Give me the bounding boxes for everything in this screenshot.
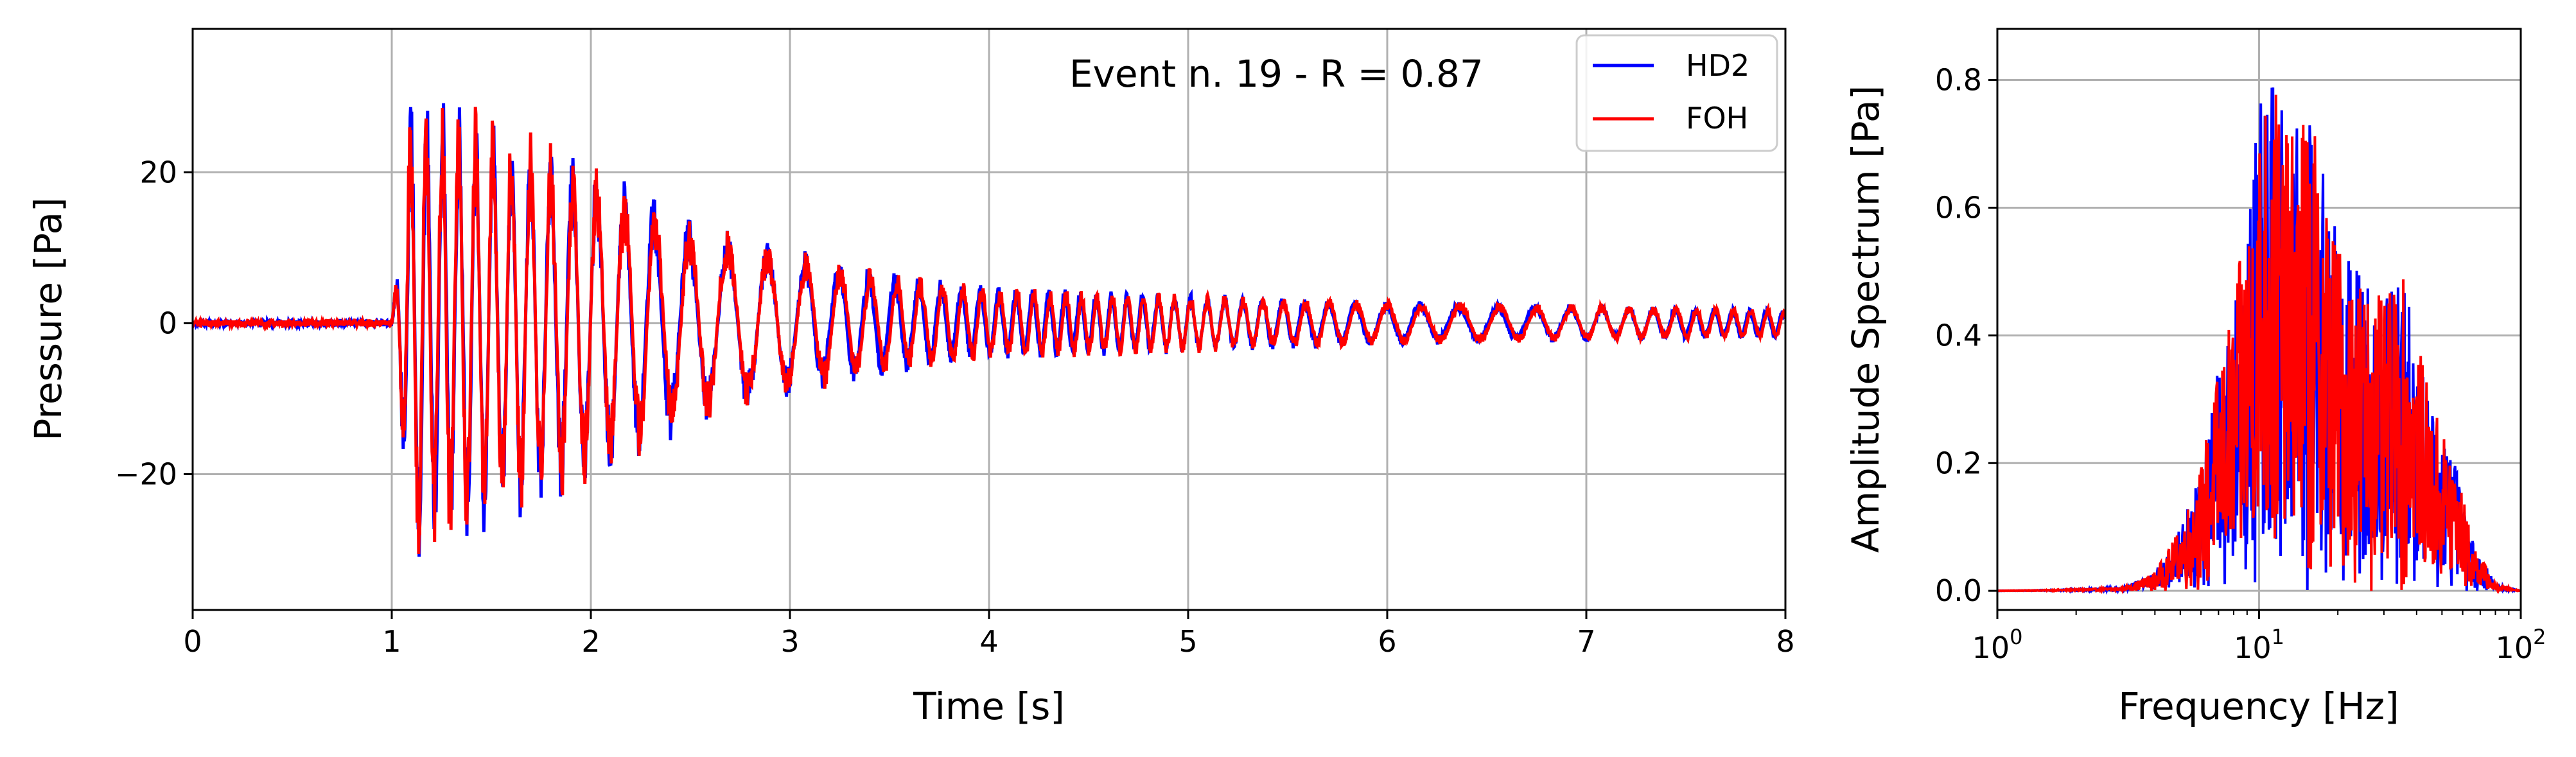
right-y-tick-label: 0.2	[1935, 446, 1982, 480]
left-annotation: Event n. 19 - R = 0.87	[1069, 52, 1484, 96]
left-y-tick-label: 20	[139, 155, 177, 189]
right-x-axis-label: Frequency [Hz]	[2118, 684, 2399, 728]
legend-foh-label: FOH	[1686, 101, 1748, 135]
right-axes-frame	[1996, 28, 2522, 611]
left-y-axis-label: Pressure [Pa]	[26, 197, 70, 440]
right-y-tick-label: 0.6	[1935, 190, 1982, 225]
right-series-foh-line	[1997, 94, 2521, 595]
left-x-tick-label: 8	[1776, 624, 1794, 659]
legend-hd2-label: HD2	[1686, 48, 1749, 83]
right-panel: 100 101 102 0.0 0.2 0.4 0.6 0.8 Frequency [Hz]…	[1844, 28, 2546, 728]
left-x-tick-label: 2	[581, 624, 600, 659]
left-y-tick-label: 0	[159, 306, 177, 340]
left-x-tick-label: 4	[979, 624, 998, 659]
left-x-tick-label: 1	[382, 624, 401, 659]
right-y-ticks: 0.0 0.2 0.4 0.6 0.8	[1935, 63, 1997, 608]
left-x-ticks: 0 1 2 3 4 5 6 7 8	[183, 610, 1795, 659]
right-y-tick-label: 0.0	[1935, 573, 1982, 608]
left-y-ticks: −20 0 20	[115, 155, 193, 491]
legend: HD2 FOH	[1575, 34, 1778, 152]
right-x-tick-label: 100	[1972, 625, 2023, 665]
left-series-foh-line	[193, 107, 1785, 554]
right-x-tick-label: 102	[2496, 625, 2546, 665]
left-x-tick-label: 5	[1178, 624, 1197, 659]
left-x-axis-label: Time [s]	[913, 684, 1065, 728]
right-plot-area	[1997, 87, 2521, 595]
left-axes-frame	[191, 28, 1787, 611]
left-x-tick-label: 6	[1378, 624, 1396, 659]
left-x-tick-label: 3	[780, 624, 799, 659]
left-y-tick-label: −20	[115, 457, 177, 491]
left-plot-area	[193, 103, 1785, 557]
right-y-tick-label: 0.8	[1935, 63, 1982, 98]
left-x-tick-label: 7	[1577, 624, 1595, 659]
right-x-tick-label: 101	[2234, 625, 2284, 665]
right-y-tick-label: 0.4	[1935, 318, 1982, 352]
left-x-tick-label: 0	[183, 624, 202, 659]
right-x-ticks: 100 101 102	[1972, 610, 2546, 665]
right-y-axis-label: Amplitude Spectrum [Pa]	[1844, 85, 1888, 553]
